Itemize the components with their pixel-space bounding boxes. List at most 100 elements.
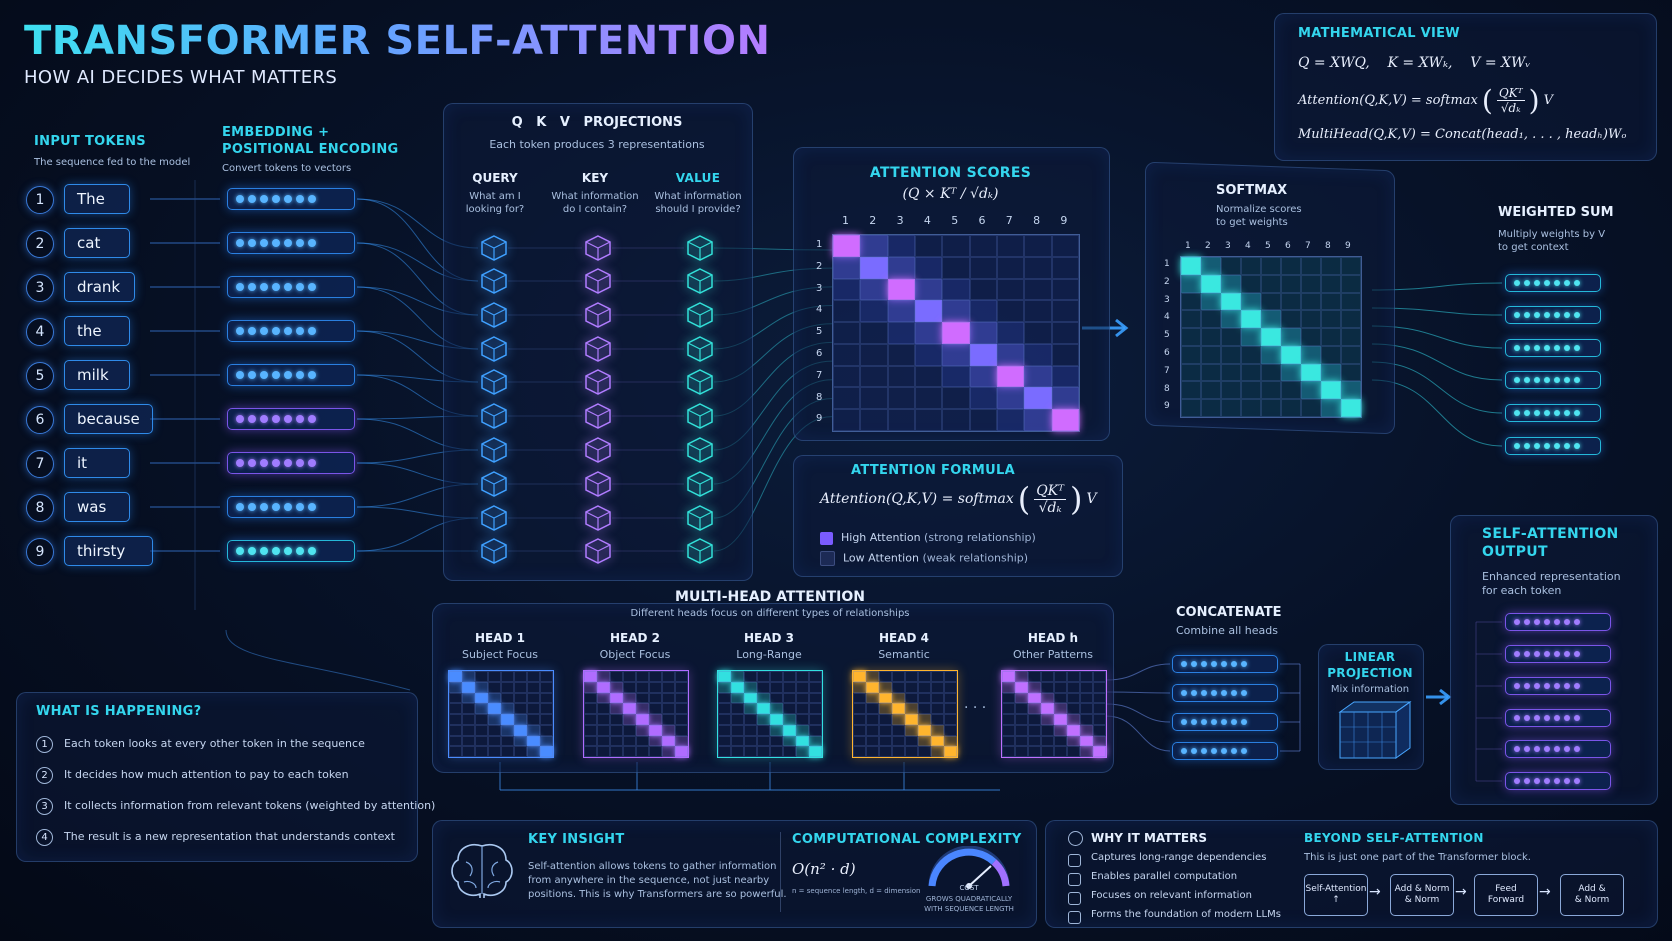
matrix-cell xyxy=(636,724,649,736)
token-2[interactable]: cat xyxy=(64,228,130,258)
matrix-cell xyxy=(718,671,731,682)
concatenate-vector xyxy=(1172,684,1278,702)
vector-dot xyxy=(1534,619,1540,625)
token-7[interactable]: it xyxy=(64,448,130,478)
matrix-cell xyxy=(866,703,879,714)
value-cube-icon xyxy=(686,402,713,429)
token-3[interactable]: drank xyxy=(64,272,135,302)
vector-dot xyxy=(1574,312,1580,318)
attention-formula-fraction: QKᵀ √dₖ xyxy=(1034,482,1067,516)
vector-dot xyxy=(272,327,280,335)
query-cube-icon xyxy=(480,470,507,497)
token-4[interactable]: the xyxy=(64,316,130,346)
matrix-cell xyxy=(1321,363,1341,382)
matrix-cell xyxy=(1093,671,1106,682)
token-8[interactable]: was xyxy=(64,492,130,522)
matrix-cell xyxy=(675,714,688,725)
legend-low: Low Attention (weak relationship) xyxy=(820,551,1028,566)
vector-dot xyxy=(308,547,316,555)
vector-dot xyxy=(296,459,304,467)
matrix-cell xyxy=(514,735,527,747)
matrix-cell xyxy=(1341,274,1361,293)
input-tokens-subtitle: The sequence fed to the model xyxy=(34,157,191,168)
matrix-cell xyxy=(931,681,944,693)
math-view-projections: Q = XWQ, K = XWₖ, V = XWᵥ xyxy=(1298,55,1531,71)
matrix-cell xyxy=(1024,322,1052,344)
matrix-cell xyxy=(1241,274,1261,293)
vector-dot xyxy=(272,459,280,467)
matrix-cell xyxy=(757,703,770,714)
matrix-cell xyxy=(540,746,553,757)
matrix-cell xyxy=(915,256,943,279)
vector-dot xyxy=(296,283,304,291)
score-col-label: 5 xyxy=(951,214,959,227)
token-9[interactable]: thirsty xyxy=(64,536,153,566)
vector-dot xyxy=(1554,619,1560,625)
vector-dot xyxy=(296,327,304,335)
attention-formula-frac-num: QKᵀ xyxy=(1034,482,1067,500)
matrix-cell xyxy=(1181,292,1201,311)
vector-dot xyxy=(284,503,292,511)
matrix-cell xyxy=(796,714,809,725)
matrix-cell xyxy=(892,724,905,736)
matrix-cell xyxy=(514,703,527,714)
vector-dot xyxy=(1241,690,1247,696)
why-matters-title: WHY IT MATTERS xyxy=(1091,831,1207,845)
score-col-label: 8 xyxy=(1033,214,1041,227)
matrix-cell xyxy=(1093,714,1106,725)
matrix-cell xyxy=(1051,409,1079,431)
vector-dot xyxy=(1544,651,1550,657)
vector-dot xyxy=(296,239,304,247)
vector-dot xyxy=(236,547,244,555)
vector-dot xyxy=(236,415,244,423)
matrix-cell xyxy=(540,735,553,747)
vector-dot xyxy=(1574,715,1580,721)
token-1[interactable]: The xyxy=(64,184,130,214)
matrix-cell xyxy=(597,724,610,736)
matrix-cell xyxy=(662,746,675,757)
matrix-cell xyxy=(744,746,757,757)
matrix-cell xyxy=(662,671,675,682)
token-index: 6 xyxy=(26,406,54,434)
connector-line xyxy=(225,629,411,691)
matrix-cell xyxy=(770,714,783,725)
token-5[interactable]: milk xyxy=(64,360,130,390)
matrix-cell xyxy=(1201,381,1221,400)
matrix-cell xyxy=(1051,300,1079,323)
value-cube-icon xyxy=(686,436,713,463)
vector-dot xyxy=(236,459,244,467)
matrix-cell xyxy=(1080,671,1093,682)
matrix-cell xyxy=(1241,345,1261,364)
bullet-icon xyxy=(1068,892,1081,905)
block-line-2: Forward xyxy=(1487,895,1525,905)
matrix-cell xyxy=(662,714,675,725)
vector-dot xyxy=(1574,280,1580,286)
matrix-cell xyxy=(853,714,866,725)
matrix-cell xyxy=(1067,735,1080,747)
vector-dot xyxy=(1181,748,1187,754)
complexity-note: n = sequence length, d = dimension xyxy=(792,887,921,895)
matrix-cell xyxy=(942,322,970,344)
matrix-cell xyxy=(905,681,918,693)
concatenate-vector xyxy=(1172,655,1278,673)
key-cube-icon xyxy=(584,470,611,497)
matrix-cell xyxy=(540,692,553,704)
vector-dot xyxy=(1231,719,1237,725)
query-cube-icon xyxy=(480,537,507,564)
block-line-1: Feed xyxy=(1495,884,1517,894)
embedding-vector xyxy=(227,496,355,518)
matrix-cell xyxy=(757,746,770,757)
vector-dot xyxy=(1574,410,1580,416)
matrix-cell xyxy=(833,322,861,344)
matrix-cell xyxy=(879,746,892,757)
matrix-cell xyxy=(597,692,610,704)
math-view-attention: Attention(Q,K,V) = softmax ( QKᵀ √dₖ ) V xyxy=(1298,84,1553,117)
vector-dot xyxy=(1554,778,1560,784)
token-6[interactable]: because xyxy=(64,404,153,434)
vector-dot xyxy=(284,415,292,423)
matrix-cell xyxy=(584,746,597,757)
matrix-cell xyxy=(540,703,553,714)
matrix-cell xyxy=(915,365,943,388)
matrix-cell xyxy=(997,365,1025,388)
matrix-cell xyxy=(1261,345,1281,364)
